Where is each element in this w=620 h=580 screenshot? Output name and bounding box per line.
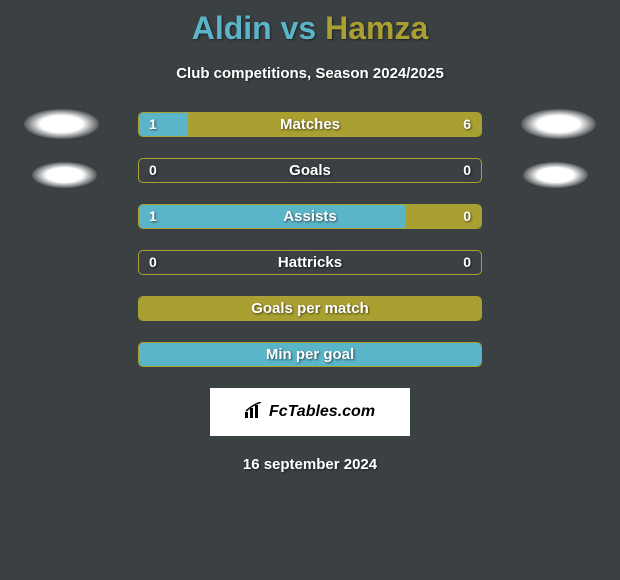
chart-icon xyxy=(245,402,265,423)
stat-label: Matches xyxy=(139,113,481,136)
stat-label: Assists xyxy=(139,205,481,228)
stat-label: Hattricks xyxy=(139,251,481,274)
stat-bar-row: 00Goals xyxy=(138,158,482,183)
stat-bar-row: Min per goal xyxy=(138,342,482,367)
player1-badge-placeholder xyxy=(24,109,99,139)
player1-name: Aldin xyxy=(192,10,272,46)
date: 16 september 2024 xyxy=(0,456,620,473)
stat-bar-row: Goals per match xyxy=(138,296,482,321)
stat-bar-row: 16Matches xyxy=(138,112,482,137)
bars-wrapper: 16Matches 00Goals 10Assists 00Hattricks Goal… xyxy=(138,112,482,367)
player1-badge-placeholder-2 xyxy=(32,162,97,188)
subtitle: Club competitions, Season 2024/2025 xyxy=(0,65,620,82)
brand-text: FcTables.com xyxy=(269,403,375,421)
player2-name: Hamza xyxy=(325,10,428,46)
comparison-title: Aldin vs Hamza xyxy=(0,0,620,47)
stat-bar-row: 00Hattricks xyxy=(138,250,482,275)
brand-badge: FcTables.com xyxy=(210,388,410,436)
stat-bar-row: 10Assists xyxy=(138,204,482,229)
stat-label: Goals xyxy=(139,159,481,182)
vs-text: vs xyxy=(281,10,317,46)
player2-badge-placeholder xyxy=(521,109,596,139)
stat-label: Min per goal xyxy=(139,343,481,366)
player2-badge-placeholder-2 xyxy=(523,162,588,188)
stat-label: Goals per match xyxy=(139,297,481,320)
chart-container: 16Matches 00Goals 10Assists 00Hattricks Goal… xyxy=(0,112,620,367)
